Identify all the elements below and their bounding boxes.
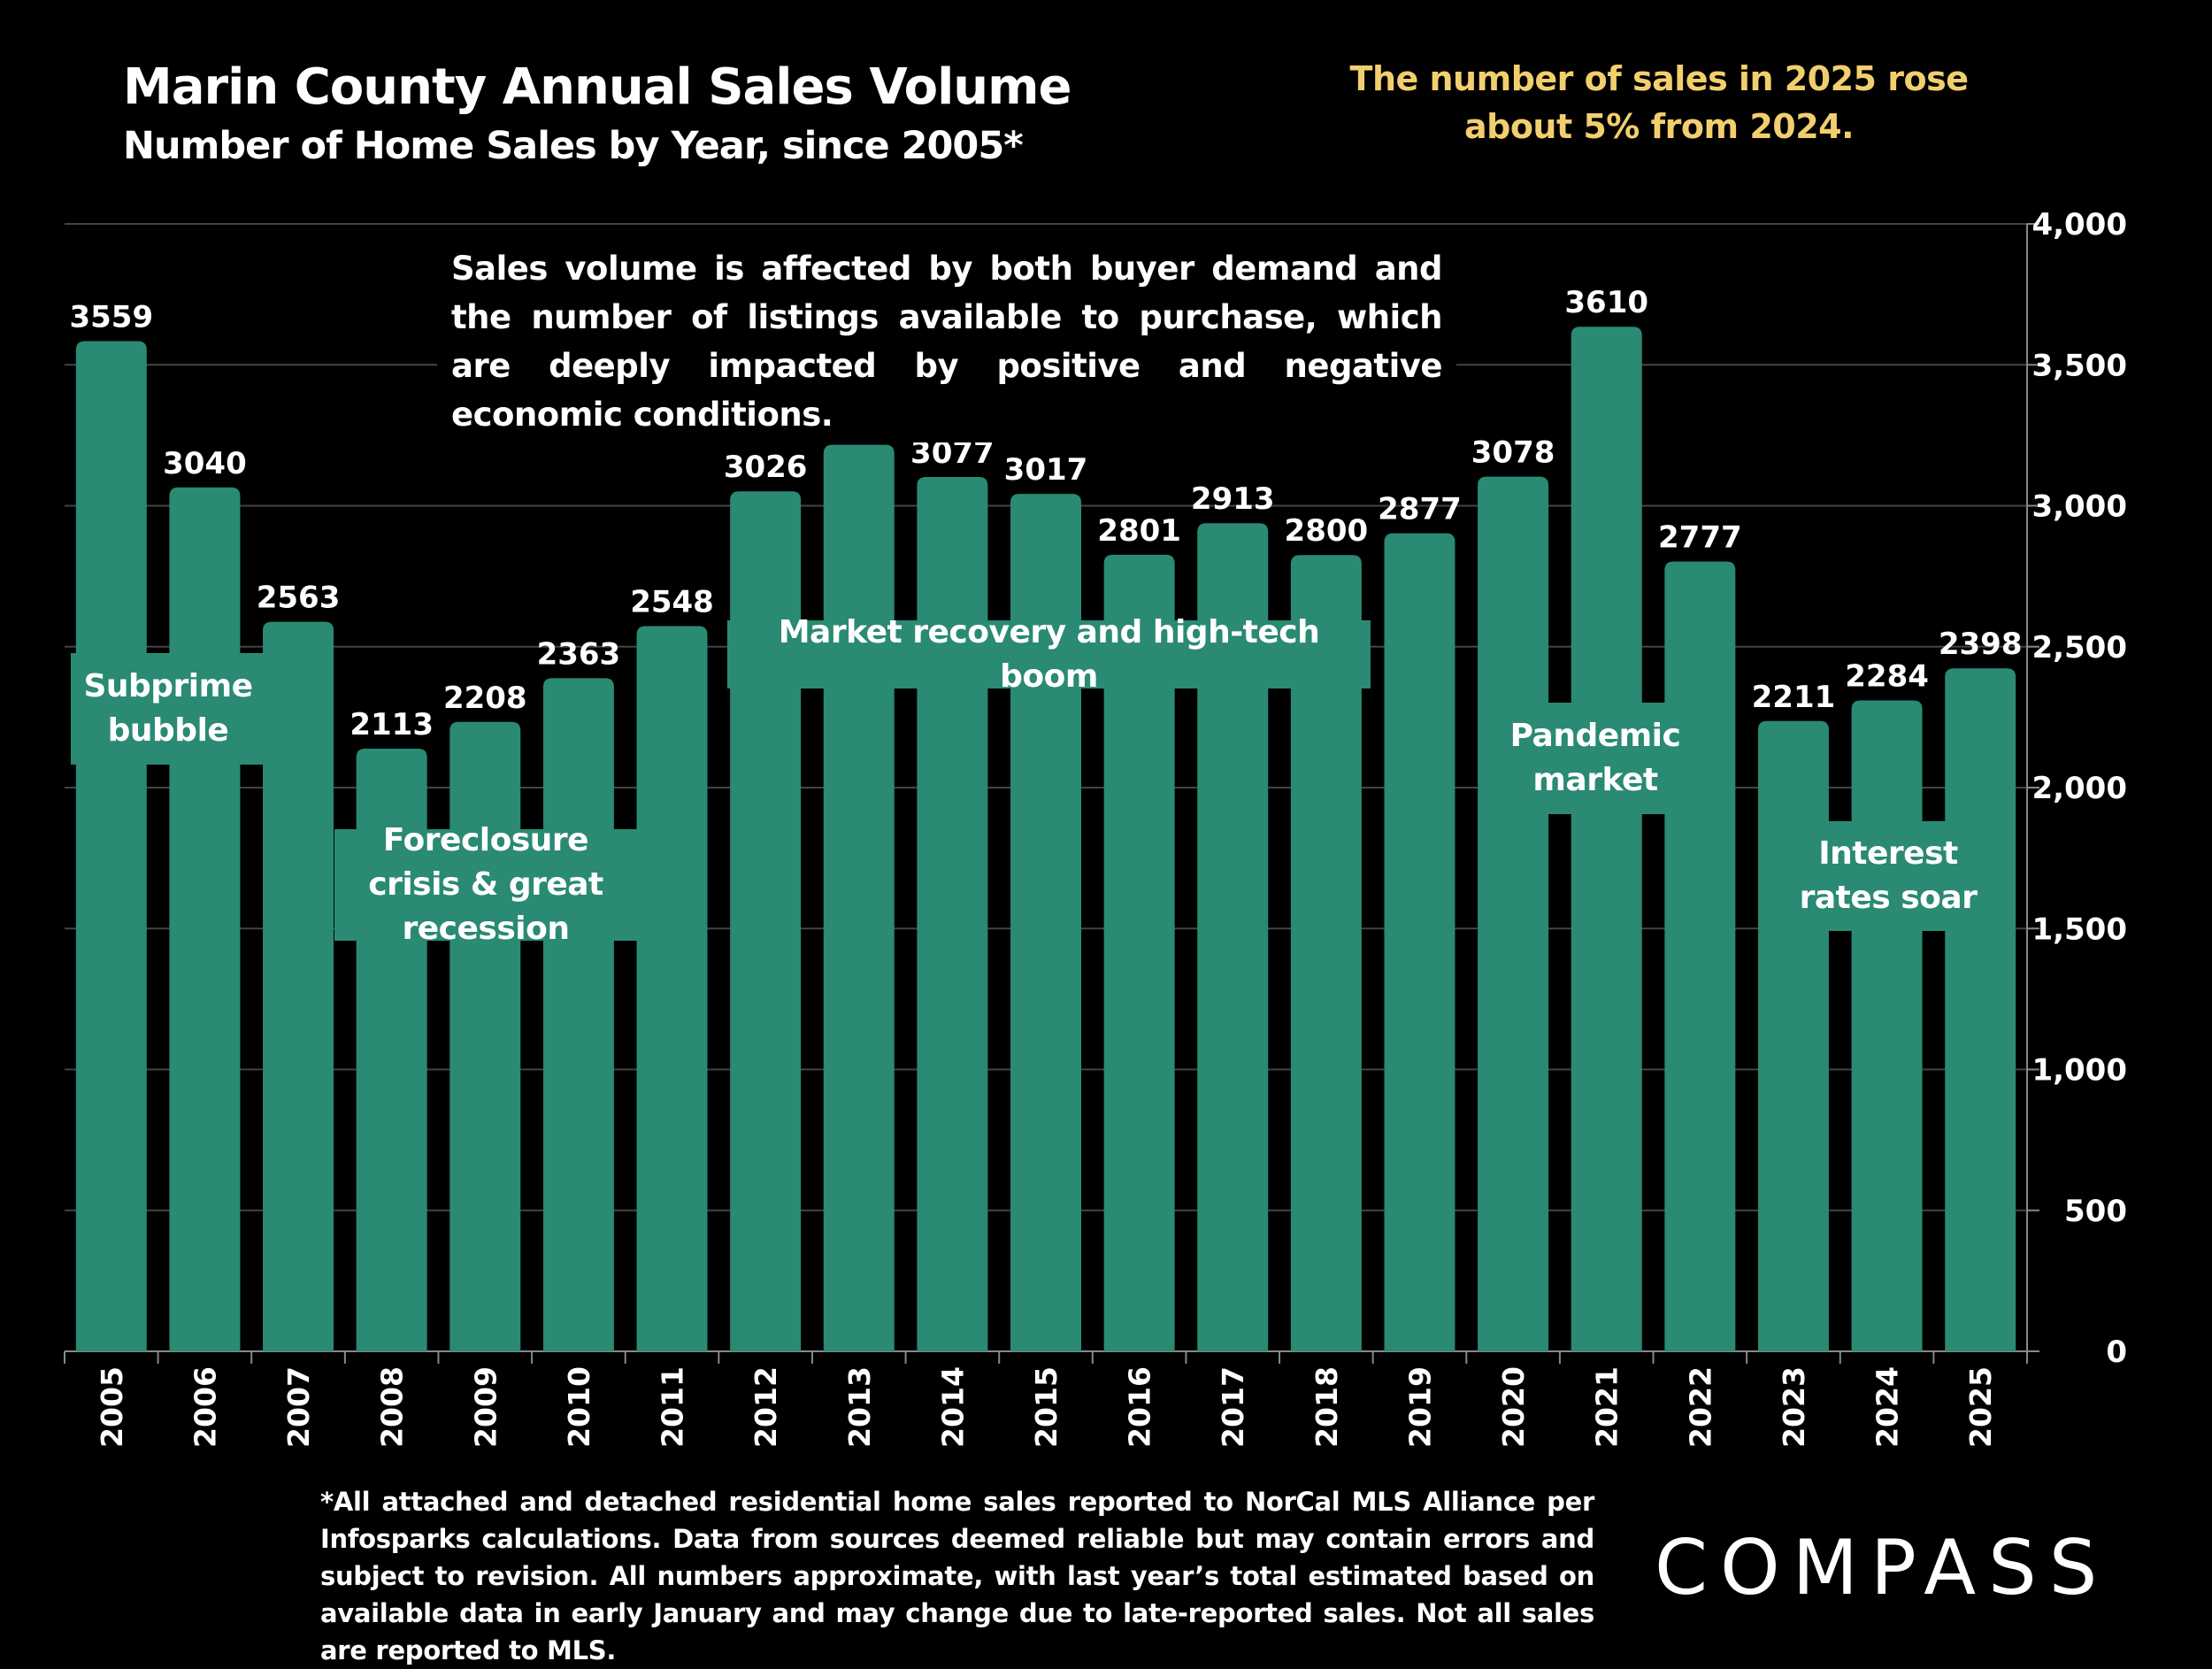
y-tick-label: 2,000 bbox=[2032, 771, 2127, 806]
bar-2009 bbox=[449, 721, 521, 1351]
x-tick-label: 2013 bbox=[842, 1366, 877, 1448]
y-tick-label: 3,500 bbox=[2032, 348, 2127, 383]
bar-2022 bbox=[1664, 561, 1736, 1351]
data-label-2015: 3017 bbox=[1004, 452, 1088, 488]
x-tick-label: 2020 bbox=[1496, 1366, 1531, 1448]
bar-2014 bbox=[917, 476, 988, 1351]
data-label-2009: 2208 bbox=[443, 681, 527, 716]
y-tick-label: 500 bbox=[2064, 1194, 2127, 1229]
data-label-2010: 2363 bbox=[537, 636, 621, 672]
chart-subtitle: Number of Home Sales by Year, since 2005… bbox=[123, 124, 1024, 168]
bar-2024 bbox=[1851, 700, 1923, 1351]
annotation-text: Sales volume is affected by both buyer d… bbox=[437, 241, 1456, 442]
y-tick-label: 1,500 bbox=[2032, 911, 2127, 947]
x-tick-label: 2024 bbox=[1870, 1366, 1905, 1448]
x-tick-label: 2009 bbox=[468, 1366, 503, 1448]
bar-2025 bbox=[1945, 668, 2016, 1351]
highlight-note: The number of sales in 2025 rose about 5… bbox=[1349, 59, 1969, 146]
x-tick-label: 2005 bbox=[95, 1366, 129, 1448]
x-tick-label: 2008 bbox=[375, 1366, 410, 1448]
era-label-foreclosure: Foreclosure crisis & great recession bbox=[334, 822, 637, 947]
data-label-2016: 2801 bbox=[1097, 513, 1181, 549]
bar-2015 bbox=[1010, 494, 1081, 1351]
y-tick-label: 0 bbox=[2106, 1334, 2127, 1370]
x-tick-label: 2022 bbox=[1683, 1366, 1717, 1448]
era-label-subprime: Subprime bubble bbox=[71, 653, 265, 765]
x-tick-label: 2017 bbox=[1216, 1366, 1250, 1448]
data-label-2018: 2800 bbox=[1285, 513, 1369, 549]
bar-2019 bbox=[1384, 533, 1455, 1351]
bar-2010 bbox=[542, 678, 614, 1351]
y-tick-label: 4,000 bbox=[2032, 207, 2127, 242]
x-tick-label: 2011 bbox=[656, 1366, 690, 1448]
compass-logo: COMPASS bbox=[1655, 1524, 2110, 1612]
x-tick-label: 2012 bbox=[749, 1366, 783, 1448]
data-label-2019: 2877 bbox=[1378, 492, 1462, 527]
data-label-2025: 2398 bbox=[1939, 627, 2023, 662]
x-tick-label: 2007 bbox=[281, 1366, 316, 1448]
era-label-interest-rates: Interest rates soar bbox=[1791, 821, 1985, 931]
data-label-2007: 2563 bbox=[257, 581, 341, 616]
bar-2016 bbox=[1103, 554, 1175, 1351]
bar-2012 bbox=[730, 491, 802, 1351]
x-tick-label: 2015 bbox=[1029, 1366, 1064, 1448]
data-label-2011: 2548 bbox=[630, 584, 714, 619]
bar-2013 bbox=[823, 444, 895, 1351]
data-label-2012: 3026 bbox=[724, 450, 808, 485]
x-tick-label: 2021 bbox=[1590, 1366, 1624, 1448]
bar-2018 bbox=[1290, 555, 1362, 1351]
x-tick-label: 2018 bbox=[1310, 1366, 1344, 1448]
data-label-2008: 2113 bbox=[349, 707, 434, 742]
era-label-recovery: Market recovery and high-tech boom bbox=[727, 614, 1371, 695]
bar-2007 bbox=[263, 621, 334, 1351]
bar-2005 bbox=[75, 341, 147, 1351]
x-tick-label: 2014 bbox=[935, 1366, 970, 1448]
y-tick-label: 3,000 bbox=[2032, 489, 2127, 525]
y-tick-label: 2,500 bbox=[2032, 630, 2127, 665]
x-tick-label: 2016 bbox=[1123, 1366, 1157, 1448]
bar-2021 bbox=[1571, 327, 1642, 1352]
data-label-2005: 3559 bbox=[69, 299, 153, 335]
data-label-2020: 3078 bbox=[1471, 435, 1555, 471]
data-label-2021: 3610 bbox=[1564, 285, 1648, 320]
data-label-2017: 2913 bbox=[1191, 481, 1275, 517]
x-tick-label: 2023 bbox=[1777, 1366, 1811, 1448]
era-label-pandemic: Pandemic market bbox=[1510, 703, 1681, 814]
bar-2017 bbox=[1197, 523, 1269, 1351]
x-tick-label: 2025 bbox=[1963, 1366, 1998, 1448]
y-tick-label: 1,000 bbox=[2032, 1053, 2127, 1088]
bar-2020 bbox=[1478, 476, 1549, 1351]
data-label-2024: 2284 bbox=[1845, 659, 1929, 695]
chart-title: Marin County Annual Sales Volume bbox=[123, 58, 1071, 116]
bar-2011 bbox=[636, 626, 708, 1351]
x-tick-label: 2006 bbox=[188, 1366, 222, 1448]
bar-2023 bbox=[1757, 720, 1829, 1351]
x-tick-label: 2019 bbox=[1402, 1366, 1437, 1448]
data-label-2022: 2777 bbox=[1658, 520, 1742, 556]
data-label-2006: 3040 bbox=[163, 446, 247, 481]
footnote: *All attached and detached residential h… bbox=[320, 1487, 1594, 1665]
bar-2006 bbox=[169, 487, 241, 1351]
x-tick-label: 2010 bbox=[562, 1366, 596, 1448]
data-label-2023: 2211 bbox=[1752, 680, 1836, 715]
